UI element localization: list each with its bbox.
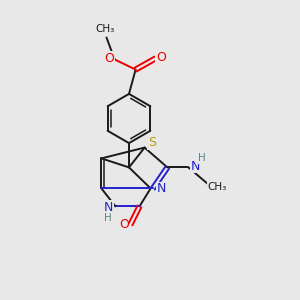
Text: H: H — [198, 153, 206, 164]
Text: N: N — [157, 182, 166, 196]
Text: N: N — [103, 201, 113, 214]
Text: O: O — [156, 51, 166, 64]
Text: CH₃: CH₃ — [96, 24, 115, 34]
Text: N: N — [190, 160, 200, 173]
Text: H: H — [104, 213, 112, 223]
Text: O: O — [104, 52, 114, 65]
Text: CH₃: CH₃ — [208, 182, 227, 192]
Text: O: O — [119, 218, 129, 232]
Text: S: S — [148, 136, 156, 149]
